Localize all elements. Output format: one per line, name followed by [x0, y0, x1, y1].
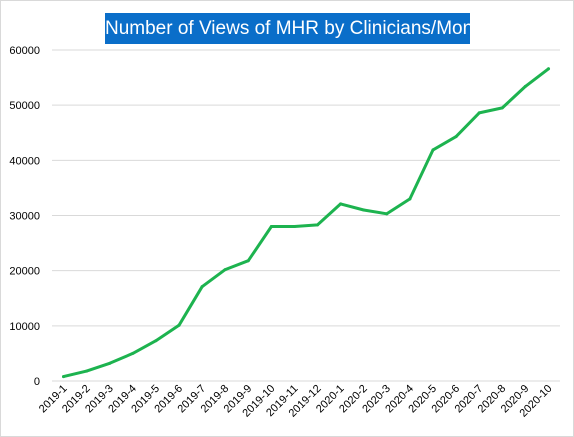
y-tick-label: 30000	[9, 211, 40, 223]
data-point	[362, 208, 366, 212]
y-tick-label: 60000	[9, 45, 40, 57]
data-point	[154, 339, 158, 343]
y-tick-label: 20000	[9, 266, 40, 278]
data-point	[223, 268, 227, 272]
data-point	[200, 285, 204, 289]
data-point	[500, 106, 504, 110]
series-line	[62, 67, 550, 379]
data-point	[292, 225, 296, 229]
data-point	[269, 225, 273, 229]
y-tick-label: 10000	[9, 321, 40, 333]
data-point	[316, 223, 320, 227]
data-point	[108, 361, 112, 365]
data-point	[339, 202, 343, 206]
data-point	[523, 84, 527, 88]
chart-title: Number of Views of MHR by Clinicians/Mon…	[105, 13, 489, 44]
data-point	[546, 67, 550, 71]
data-point	[408, 197, 412, 201]
y-tick-label: 50000	[9, 100, 40, 112]
data-point	[246, 259, 250, 263]
data-point	[454, 135, 458, 139]
data-point	[177, 323, 181, 327]
data-point	[131, 351, 135, 355]
data-point	[385, 212, 389, 216]
y-tick-label: 40000	[9, 155, 40, 167]
data-point	[62, 375, 66, 379]
data-point	[85, 369, 89, 373]
y-tick-label: 0	[34, 376, 40, 388]
data-point	[477, 111, 481, 115]
data-point	[431, 148, 435, 152]
